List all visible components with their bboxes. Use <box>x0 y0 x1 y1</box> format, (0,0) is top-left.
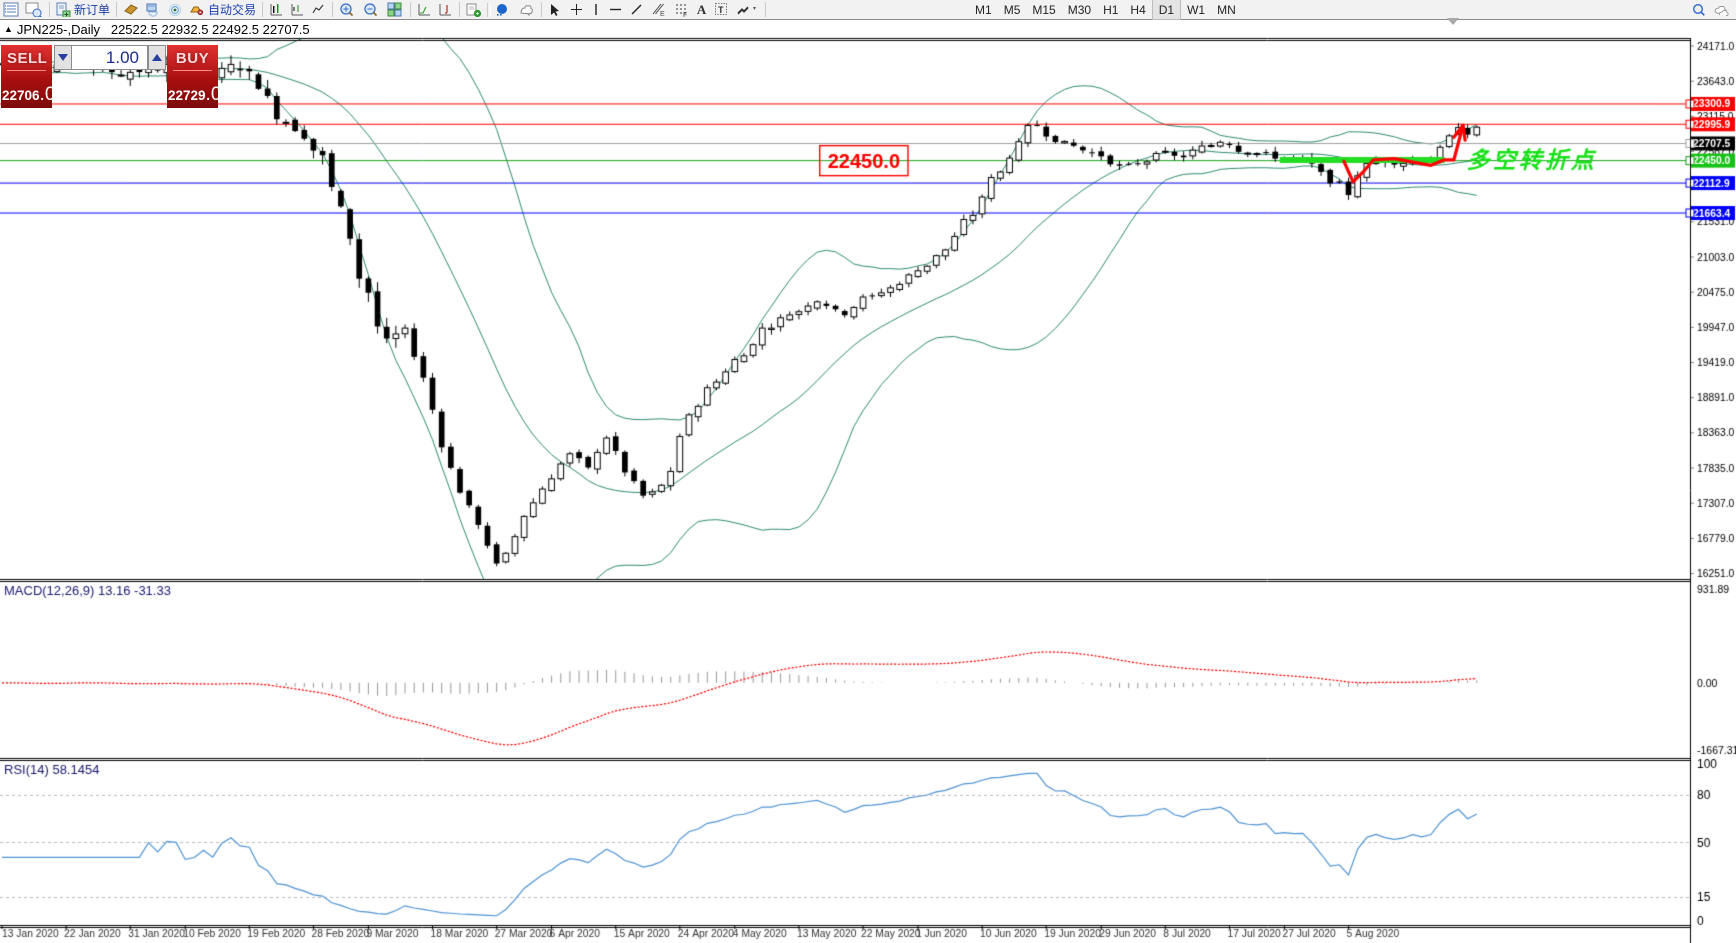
svg-text:T: T <box>718 5 724 15</box>
svg-text:E: E <box>660 11 665 17</box>
svg-text:F: F <box>683 12 687 17</box>
